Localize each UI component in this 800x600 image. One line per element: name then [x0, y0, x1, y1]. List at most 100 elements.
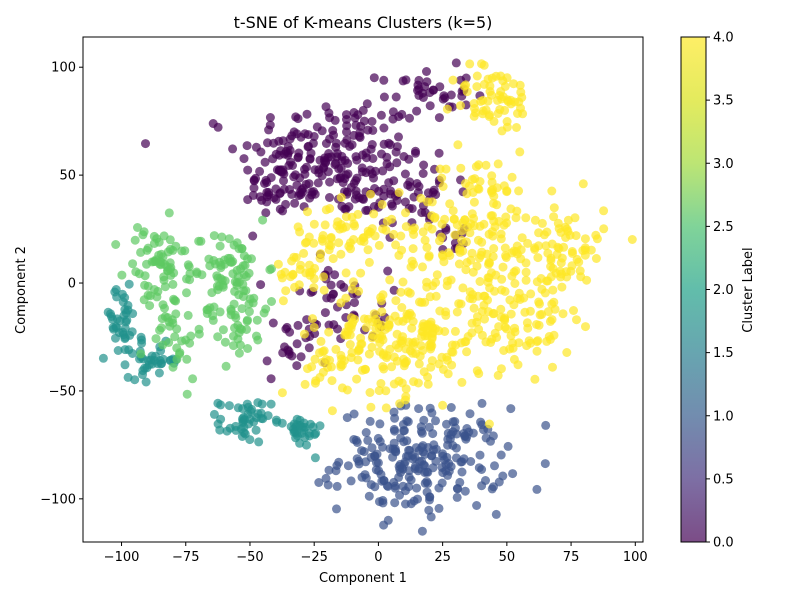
point-cluster-4	[543, 248, 553, 258]
point-cluster-0	[323, 167, 333, 177]
point-cluster-4	[559, 242, 569, 252]
point-cluster-4	[535, 299, 544, 309]
point-cluster-0	[213, 122, 223, 132]
point-cluster-3	[130, 235, 140, 245]
point-cluster-1	[503, 441, 513, 451]
point-cluster-4	[477, 306, 487, 316]
point-cluster-2	[115, 316, 125, 326]
point-cluster-4	[455, 243, 465, 253]
point-cluster-1	[434, 483, 444, 493]
point-cluster-1	[490, 461, 499, 471]
point-cluster-0	[279, 184, 289, 194]
point-cluster-4	[532, 277, 542, 287]
point-cluster-4	[510, 323, 520, 333]
point-cluster-1	[450, 423, 460, 433]
point-cluster-4	[530, 374, 540, 384]
point-cluster-0	[412, 106, 422, 116]
point-cluster-4	[514, 186, 524, 196]
point-cluster-4	[578, 246, 588, 255]
point-cluster-0	[367, 140, 377, 149]
point-cluster-2	[310, 453, 320, 463]
point-cluster-3	[229, 299, 239, 309]
point-cluster-2	[216, 400, 226, 410]
point-cluster-0	[260, 157, 270, 167]
point-cluster-0	[406, 182, 415, 192]
point-cluster-1	[476, 417, 486, 427]
point-cluster-0	[384, 178, 394, 188]
point-cluster-3	[140, 280, 150, 290]
point-cluster-1	[441, 460, 451, 470]
point-cluster-0	[336, 280, 346, 289]
point-cluster-4	[387, 214, 397, 224]
point-cluster-4	[581, 322, 590, 332]
point-cluster-4	[440, 214, 450, 224]
point-cluster-4	[487, 177, 497, 187]
point-cluster-4	[309, 274, 319, 284]
point-cluster-3	[217, 232, 227, 242]
point-cluster-4	[516, 103, 525, 113]
point-cluster-0	[282, 322, 292, 332]
point-cluster-3	[209, 231, 219, 241]
point-cluster-4	[427, 334, 437, 344]
point-cluster-2	[120, 305, 130, 315]
point-cluster-0	[378, 166, 388, 176]
point-cluster-3	[139, 295, 149, 305]
point-cluster-1	[390, 426, 400, 436]
point-cluster-4	[537, 309, 547, 319]
point-cluster-4	[458, 283, 468, 293]
point-cluster-3	[171, 296, 181, 306]
point-cluster-4	[485, 258, 494, 268]
point-cluster-4	[476, 96, 486, 106]
point-cluster-4	[316, 336, 326, 346]
point-cluster-4	[384, 320, 394, 330]
point-cluster-4	[315, 253, 325, 263]
point-cluster-0	[287, 131, 297, 141]
point-cluster-3	[252, 331, 261, 341]
point-cluster-4	[556, 258, 566, 268]
point-cluster-4	[513, 360, 523, 370]
point-cluster-4	[304, 260, 314, 270]
point-cluster-4	[547, 186, 557, 196]
point-cluster-0	[330, 160, 340, 170]
colorbar-tick-label: 0.5	[713, 472, 734, 487]
point-cluster-3	[252, 315, 262, 325]
point-cluster-4	[479, 79, 489, 89]
point-cluster-1	[540, 459, 550, 469]
point-cluster-1	[414, 446, 424, 455]
point-cluster-0	[425, 88, 435, 98]
point-cluster-0	[387, 201, 397, 211]
point-cluster-1	[443, 470, 453, 480]
point-cluster-4	[378, 362, 388, 372]
point-cluster-1	[532, 484, 542, 494]
point-cluster-4	[431, 291, 441, 301]
point-cluster-3	[258, 215, 268, 225]
point-cluster-3	[229, 341, 238, 351]
point-cluster-1	[426, 512, 436, 522]
point-cluster-0	[289, 172, 299, 182]
point-cluster-1	[332, 481, 342, 491]
x-tick-label: 0	[374, 550, 382, 565]
point-cluster-4	[327, 406, 337, 416]
point-cluster-4	[294, 280, 304, 290]
point-cluster-3	[215, 241, 225, 251]
point-cluster-4	[491, 270, 501, 280]
point-cluster-4	[591, 254, 601, 263]
point-cluster-2	[224, 401, 234, 411]
point-cluster-4	[469, 197, 479, 207]
point-cluster-1	[396, 467, 406, 477]
point-cluster-3	[224, 234, 234, 244]
point-cluster-0	[268, 318, 278, 328]
point-cluster-0	[335, 173, 345, 183]
point-cluster-3	[221, 361, 231, 371]
x-tick-label: 50	[499, 550, 516, 565]
point-cluster-4	[321, 205, 331, 215]
point-cluster-4	[480, 291, 490, 301]
point-cluster-0	[243, 195, 253, 205]
point-cluster-1	[400, 457, 410, 467]
point-cluster-4	[517, 92, 527, 102]
point-cluster-4	[352, 374, 362, 384]
point-cluster-4	[337, 383, 347, 393]
point-cluster-4	[359, 314, 369, 324]
point-cluster-1	[452, 484, 462, 493]
point-cluster-1	[465, 409, 475, 419]
